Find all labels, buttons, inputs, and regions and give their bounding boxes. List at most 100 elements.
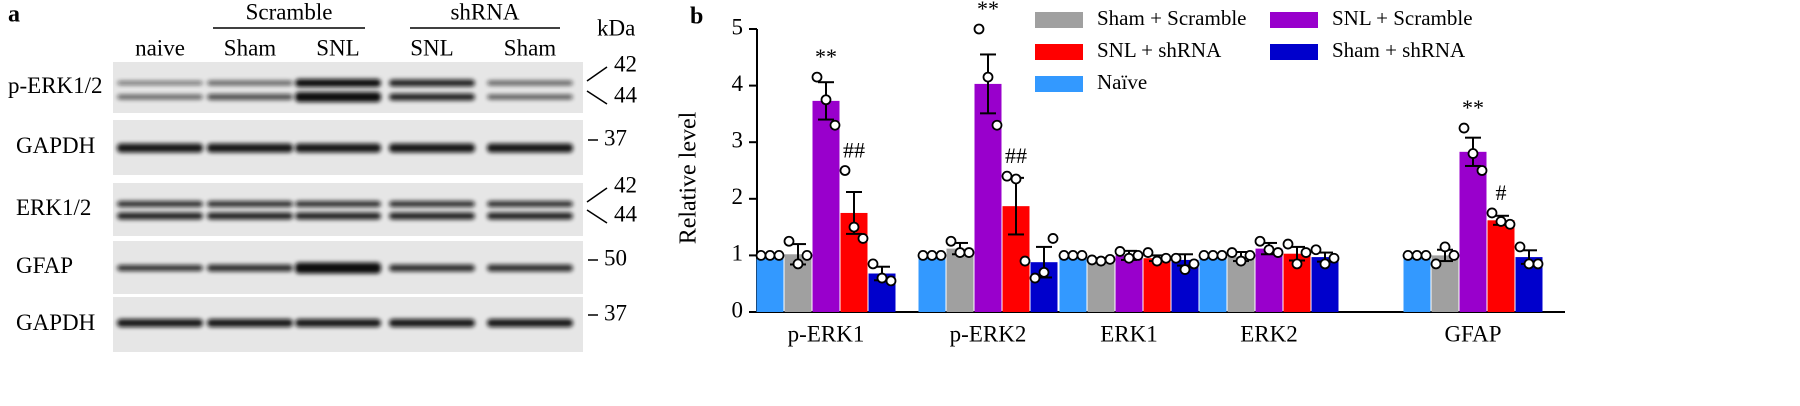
- data-point: [1086, 254, 1098, 266]
- significance-label: ##: [1005, 143, 1027, 168]
- panel-label: a: [8, 2, 20, 28]
- data-point: [1486, 207, 1498, 219]
- bar: [1255, 248, 1283, 312]
- data-point: [1495, 216, 1507, 227]
- panel-label: b: [690, 4, 703, 30]
- data-point: [1123, 252, 1135, 264]
- bar: [1087, 259, 1115, 312]
- significance-label: **: [1462, 95, 1484, 120]
- y-tick-label: 5: [732, 14, 744, 39]
- data-point: [1439, 241, 1451, 253]
- x-tick-label: GFAP: [1444, 321, 1501, 346]
- band: [117, 201, 203, 207]
- data-point: [954, 247, 966, 258]
- band: [207, 94, 293, 100]
- band: [117, 265, 203, 271]
- error-bar: [980, 53, 996, 115]
- marker-label: 44: [614, 82, 638, 107]
- legend-label: Sham + Scramble: [1097, 6, 1246, 30]
- data-point: [1047, 233, 1059, 244]
- marker-label: 37: [604, 300, 627, 325]
- legend-label: Sham + shRNA: [1332, 38, 1466, 62]
- data-point: [1420, 249, 1432, 261]
- band: [487, 94, 573, 100]
- unit-label: kDa: [597, 15, 635, 40]
- data-point: [1151, 255, 1163, 267]
- band: [295, 212, 381, 220]
- data-point: [792, 258, 804, 270]
- data-point: [773, 249, 785, 261]
- band: [487, 319, 573, 327]
- x-tick-label: p-ERK2: [950, 321, 1027, 346]
- data-point: [926, 249, 938, 261]
- blot-strip: [113, 183, 583, 236]
- data-point: [1514, 241, 1526, 253]
- data-point: [963, 247, 975, 258]
- row-label: p-ERK1/2: [8, 73, 103, 98]
- data-point: [973, 23, 985, 35]
- marker-label: 37: [604, 125, 627, 150]
- data-point: [1001, 170, 1013, 182]
- marker-tick: [586, 187, 608, 203]
- y-tick-label: 2: [732, 184, 744, 209]
- lane-label: naive: [135, 35, 185, 60]
- legend-label: Naïve: [1097, 70, 1147, 94]
- band: [295, 79, 381, 87]
- band: [295, 201, 381, 207]
- band: [487, 80, 573, 86]
- significance-label: **: [815, 44, 837, 69]
- data-point: [945, 235, 957, 247]
- data-point: [820, 94, 832, 106]
- data-point: [1038, 266, 1050, 278]
- y-tick-label: 1: [732, 241, 744, 266]
- data-point: [1095, 255, 1107, 267]
- data-point: [1532, 258, 1544, 270]
- band: [389, 212, 475, 220]
- lane-label: Sham: [504, 35, 557, 60]
- bar: [1143, 258, 1171, 312]
- band: [295, 92, 381, 102]
- x-tick-label: p-ERK1: [788, 321, 865, 346]
- data-point: [982, 71, 994, 83]
- data-point: [1188, 258, 1200, 270]
- row-label: ERK1/2: [16, 195, 91, 220]
- data-point: [1458, 122, 1470, 134]
- data-point: [848, 221, 860, 233]
- data-point: [1076, 249, 1088, 261]
- band: [487, 212, 573, 220]
- marker-label: 44: [614, 201, 638, 226]
- legend-swatch: [1035, 76, 1083, 92]
- data-point: [1291, 258, 1303, 270]
- data-point: [1254, 235, 1266, 247]
- marker-label: 42: [614, 172, 637, 197]
- band: [117, 319, 203, 327]
- data-point: [1467, 148, 1479, 159]
- marker-tick: [586, 209, 608, 224]
- marker-tick: [586, 90, 608, 105]
- data-point: [1170, 252, 1182, 264]
- legend-label: SNL + shRNA: [1097, 38, 1222, 62]
- data-point: [811, 71, 823, 83]
- data-point: [1160, 252, 1172, 264]
- band: [389, 143, 475, 153]
- bar: [918, 255, 946, 312]
- data-point: [917, 249, 929, 261]
- data-point: [801, 249, 813, 261]
- y-tick-label: 3: [732, 127, 744, 152]
- data-point: [1430, 258, 1442, 270]
- band: [295, 143, 381, 153]
- data-point: [1104, 253, 1116, 265]
- band: [207, 264, 293, 272]
- row-label: GFAP: [16, 253, 73, 278]
- legend-swatch: [1035, 12, 1083, 28]
- band: [389, 93, 475, 101]
- band: [117, 212, 203, 220]
- row-label: GAPDH: [16, 310, 95, 335]
- data-point: [935, 249, 947, 261]
- data-point: [1235, 255, 1247, 267]
- band: [207, 80, 293, 86]
- band: [487, 201, 573, 207]
- bar: [1487, 220, 1515, 312]
- bar: [946, 248, 974, 312]
- data-point: [1476, 165, 1488, 176]
